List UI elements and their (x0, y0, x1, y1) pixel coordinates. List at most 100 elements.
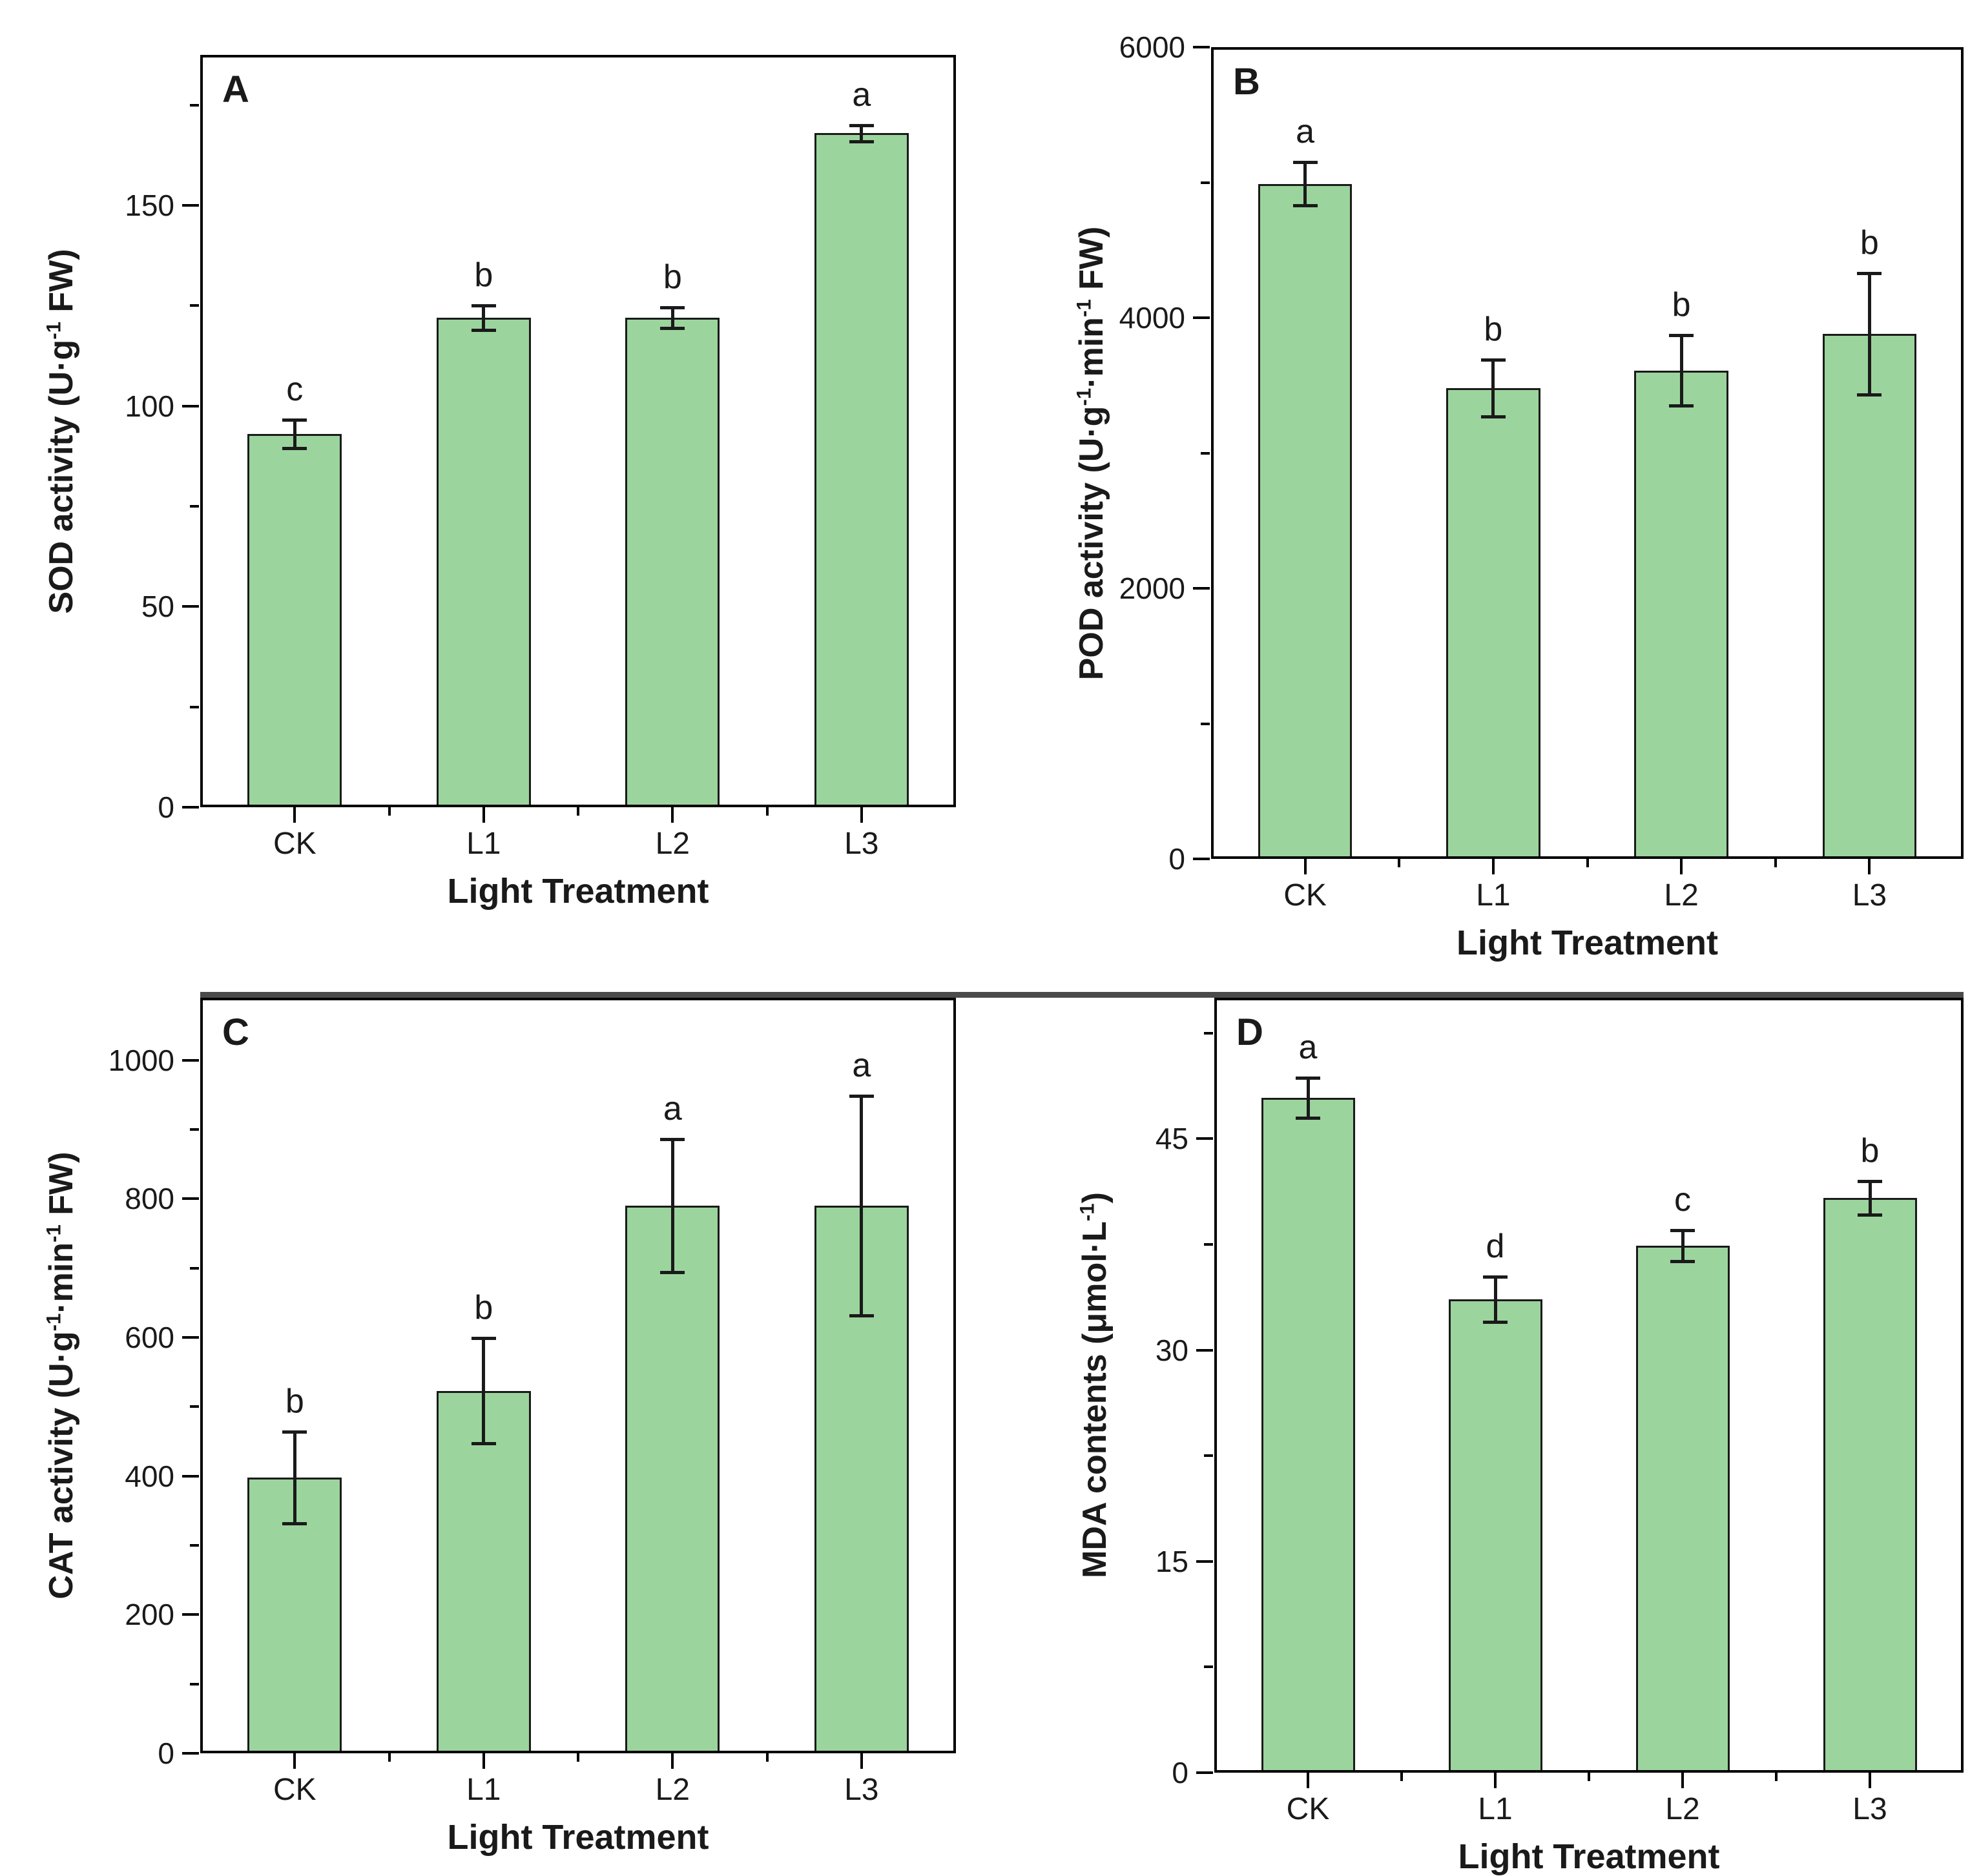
plot-area: a CK b L1 b L2 b L3 0 2000 4000 6000 B Light Treatmen… (1073, 30, 1964, 962)
x-axis-major-tick (293, 1753, 296, 1769)
x-axis-major-tick (671, 807, 674, 823)
y-axis-major-tick (1193, 46, 1210, 48)
bar-l3 (1822, 334, 1917, 859)
x-axis-major-tick (860, 807, 863, 823)
error-cap-top (849, 1095, 874, 1098)
y-tick-label: 0 (1168, 842, 1185, 876)
y-axis-minor-tick (1204, 1665, 1213, 1669)
x-tick-label-ck: CK (1286, 1792, 1330, 1826)
significance-letter: c (1674, 1181, 1691, 1219)
significance-letter: b (285, 1382, 304, 1420)
error-bar-ck (293, 420, 296, 448)
x-axis-major-tick (671, 1753, 674, 1769)
y-axis-minor-tick (190, 1266, 199, 1270)
error-cap-bottom (282, 446, 307, 450)
y-axis-major-tick (182, 1058, 199, 1062)
bar-l2 (625, 318, 720, 807)
x-axis-minor-tick (1586, 859, 1589, 867)
x-axis-major-tick (1681, 1773, 1684, 1788)
x-tick-label-l1: L1 (1476, 878, 1511, 912)
bar-ck (1258, 183, 1353, 859)
bar-l3 (1823, 1197, 1917, 1773)
x-axis-title: Light Treatment (1458, 1837, 1720, 1876)
x-axis-major-tick (482, 807, 485, 823)
error-cap-bottom (660, 326, 685, 330)
bar-ck (1261, 1097, 1355, 1773)
y-axis-major-tick (182, 1474, 199, 1478)
error-cap-bottom (1857, 393, 1882, 397)
error-cap-top (282, 1430, 307, 1434)
significance-letter: a (1298, 1029, 1318, 1067)
y-tick-label: 150 (125, 189, 174, 222)
error-bar-l2 (670, 1139, 674, 1273)
error-cap-top (1669, 334, 1694, 338)
x-axis-minor-tick (1400, 1773, 1403, 1781)
plot-frame (1214, 998, 1964, 1773)
chart-panel-c: b CK b L1 a L2 a L3 0 200 400 600 800 1000 C Light Trea… (0, 930, 985, 1861)
y-axis-minor-tick (1201, 451, 1210, 455)
error-cap-bottom (471, 1442, 496, 1446)
error-cap-top (849, 123, 874, 127)
error-cap-top (471, 1337, 496, 1340)
y-axis-title: POD activity (U·g-1·min-1 FW) (1072, 226, 1110, 680)
x-tick-label-l3: L3 (844, 1773, 879, 1807)
error-cap-bottom (849, 1314, 874, 1317)
panel-label: D (1236, 1011, 1263, 1053)
error-cap-bottom (1483, 1320, 1508, 1324)
panel-label: A (222, 68, 249, 110)
error-cap-bottom (282, 1521, 307, 1525)
y-axis-minor-tick (1201, 181, 1210, 184)
y-tick-label: 0 (1172, 1756, 1188, 1789)
y-axis-minor-tick (190, 304, 199, 307)
x-axis-minor-tick (577, 807, 579, 816)
y-tick-label: 600 (125, 1321, 174, 1354)
error-cap-bottom (1292, 204, 1318, 208)
x-tick-label-l1: L1 (466, 827, 501, 861)
plot-frame (1211, 47, 1964, 859)
y-tick-label: 45 (1155, 1122, 1188, 1156)
error-bar-ck (293, 1431, 296, 1523)
x-axis-major-tick (1869, 1773, 1871, 1788)
error-bar-l1 (1493, 1277, 1497, 1322)
y-axis-title: SOD activity (U·g-1 FW) (42, 248, 80, 614)
y-tick-label: 200 (125, 1598, 174, 1632)
error-cap-bottom (660, 1271, 685, 1275)
error-bar-l2 (670, 307, 674, 328)
y-axis-major-tick (1196, 1348, 1213, 1352)
y-axis-major-tick (182, 204, 199, 207)
y-axis-major-tick (182, 1613, 199, 1616)
x-axis-minor-tick (388, 1753, 391, 1762)
error-cap-top (1858, 1179, 1882, 1183)
significance-letter: b (1672, 286, 1691, 324)
error-bar-ck (1306, 1078, 1310, 1118)
bar-l1 (1446, 387, 1540, 859)
x-tick-label-l1: L1 (466, 1773, 501, 1807)
x-tick-label-ck: CK (273, 827, 316, 861)
y-tick-label: 0 (158, 790, 174, 824)
error-cap-top (1480, 358, 1506, 362)
y-axis-minor-tick (190, 505, 199, 508)
significance-letter: a (852, 1047, 871, 1085)
x-tick-label-ck: CK (1283, 878, 1327, 912)
error-bar-l3 (860, 125, 864, 141)
error-bar-l2 (1679, 335, 1683, 406)
y-tick-label: 30 (1155, 1333, 1188, 1367)
y-axis-minor-tick (1204, 1031, 1213, 1035)
significance-letter: a (663, 1090, 682, 1128)
y-axis-minor-tick (190, 1682, 199, 1685)
error-cap-bottom (1670, 1260, 1695, 1263)
x-axis-major-tick (1491, 859, 1495, 874)
x-axis-minor-tick (765, 1753, 769, 1762)
y-axis-minor-tick (190, 1544, 199, 1547)
y-tick-label: 0 (158, 1737, 174, 1770)
x-tick-label-l3: L3 (1852, 878, 1887, 912)
x-tick-label-l2: L2 (1665, 1792, 1700, 1826)
y-axis-minor-tick (190, 705, 199, 708)
y-axis-major-tick (182, 605, 199, 608)
plot-area: b CK b L1 a L2 a L3 0 200 400 600 800 1000 C Light Trea… (43, 998, 956, 1857)
y-tick-label: 800 (125, 1182, 174, 1216)
y-axis-minor-tick (190, 1405, 199, 1408)
error-cap-bottom (1296, 1116, 1320, 1120)
error-cap-bottom (471, 328, 496, 332)
x-tick-label-l1: L1 (1478, 1792, 1513, 1826)
